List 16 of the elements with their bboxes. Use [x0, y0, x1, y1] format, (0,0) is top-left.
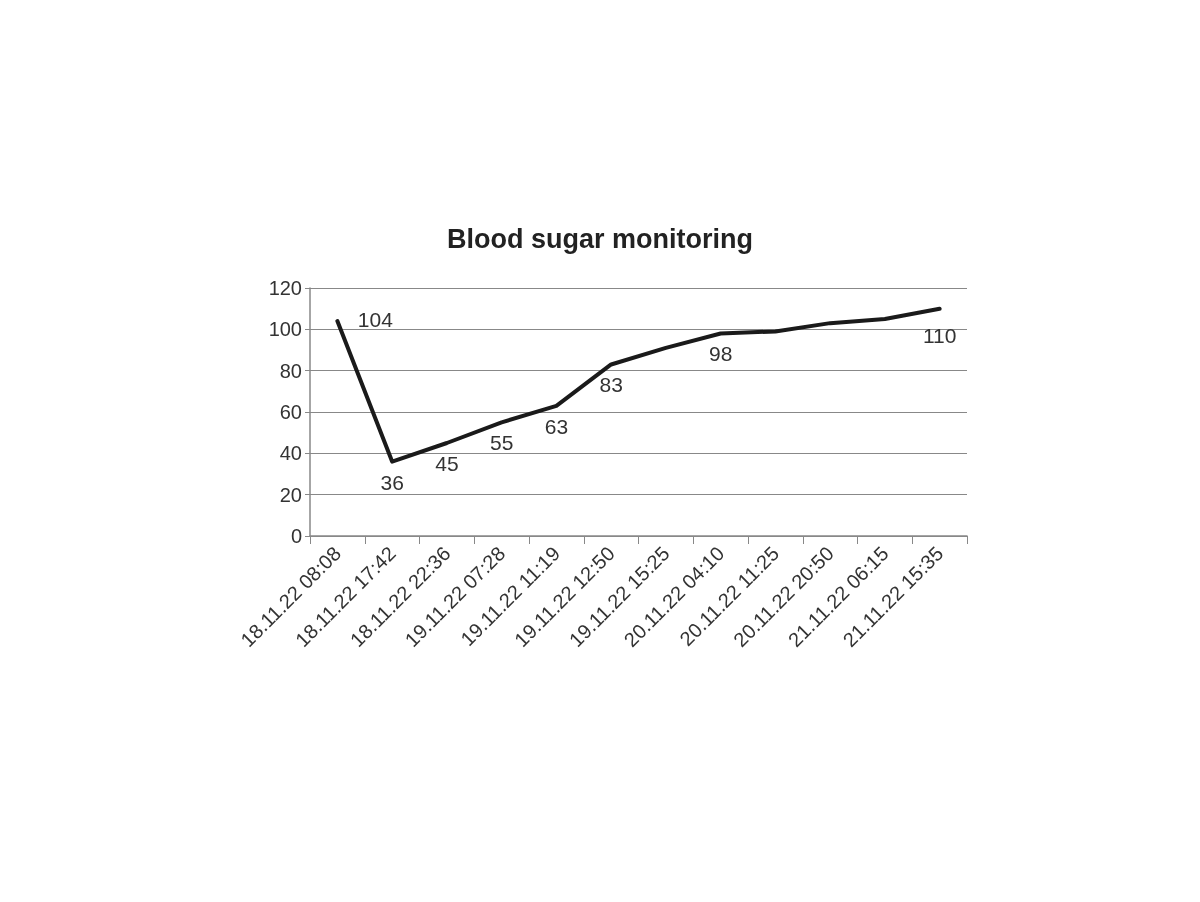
y-tick-label: 80 — [279, 359, 302, 382]
y-tick-label: 60 — [279, 401, 302, 423]
data-label: 45 — [435, 452, 459, 475]
y-tick-label: 100 — [268, 318, 302, 341]
chart-title: Blood sugar monitoring — [447, 223, 753, 254]
data-label: 55 — [489, 431, 514, 455]
data-label: 83 — [599, 373, 623, 397]
data-label: 104 — [357, 308, 394, 332]
data-label: 63 — [544, 414, 569, 438]
data-label: 98 — [708, 342, 733, 366]
data-label: 110 — [922, 323, 957, 347]
y-tick-label: 40 — [279, 442, 302, 465]
y-tick-label: 120 — [268, 277, 302, 299]
data-label: 36 — [380, 470, 404, 494]
y-tick-label: 0 — [290, 525, 302, 547]
y-tick-label: 20 — [279, 483, 302, 506]
